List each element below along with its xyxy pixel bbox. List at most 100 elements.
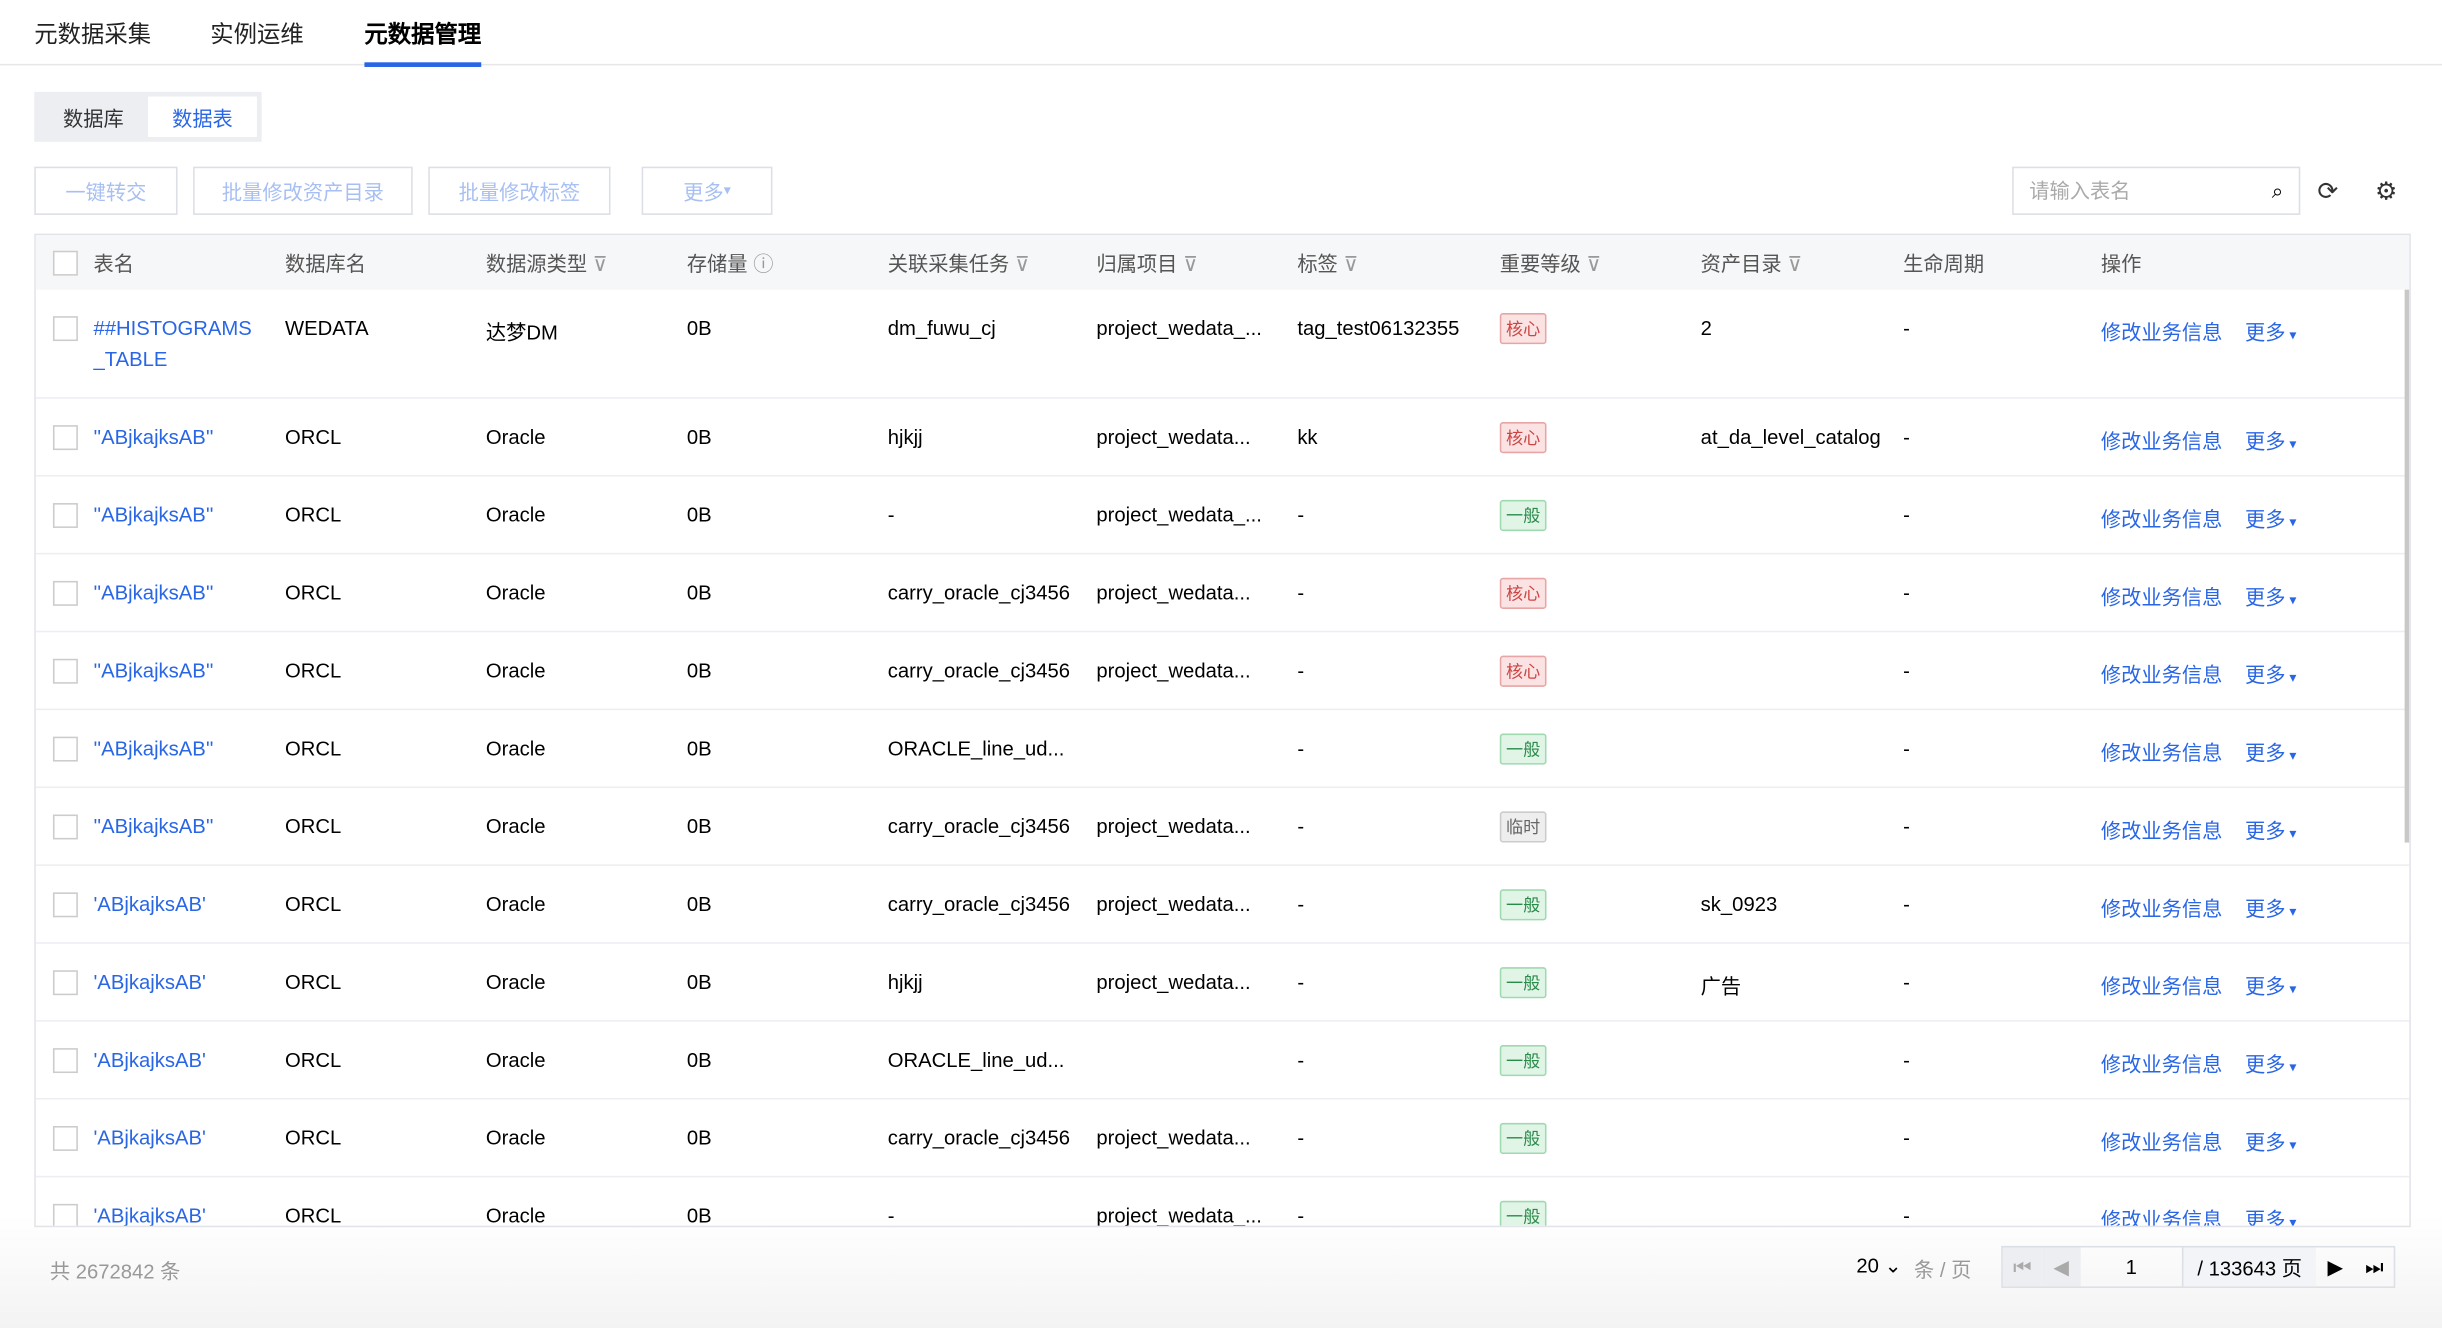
table-name-link[interactable]: ##HISTOGRAMS_TABLE: [93, 316, 252, 371]
table-name-link[interactable]: 'ABjkajksAB': [93, 970, 206, 994]
row-checkbox[interactable]: [52, 970, 78, 996]
row-more-menu[interactable]: 更多: [2245, 1131, 2296, 1154]
settings-icon[interactable]: ⚙: [2375, 179, 2398, 206]
row-more-menu[interactable]: 更多: [2245, 663, 2296, 686]
collection-task: ORACLE_line_ud...: [887, 736, 1065, 761]
column-label: 存储量: [686, 252, 748, 276]
row-more-menu[interactable]: 更多: [2245, 321, 2296, 344]
row-more-menu[interactable]: 更多: [2245, 586, 2296, 609]
refresh-icon[interactable]: ⟳: [2317, 179, 2339, 206]
table-name-link[interactable]: 'ABjkajksAB': [93, 1203, 206, 1228]
row-more-menu[interactable]: 更多: [2245, 819, 2296, 842]
edit-business-info-link[interactable]: 修改业务信息: [2100, 585, 2223, 609]
row-more-menu[interactable]: 更多: [2245, 1209, 2296, 1226]
filter-icon[interactable]: ⊽: [1014, 252, 1030, 276]
edit-business-info-link[interactable]: 修改业务信息: [2100, 507, 2223, 532]
database-name: ORCL: [285, 1203, 342, 1228]
page-size-select[interactable]: 20 ⌄: [1856, 1253, 1902, 1278]
project: project_wedata_...: [1096, 316, 1262, 340]
source-type: Oracle: [485, 892, 546, 916]
source-type: Oracle: [485, 425, 546, 449]
tag: -: [1297, 580, 1305, 605]
top-nav: 元数据采集 实例运维 元数据管理: [0, 0, 2442, 67]
lifecycle: -: [1903, 892, 1910, 916]
column-label: 资产目录: [1700, 252, 1782, 276]
row-checkbox[interactable]: [52, 736, 78, 762]
batch-catalog-button[interactable]: 批量修改资产目录: [193, 166, 413, 215]
filter-icon[interactable]: ⊽: [1183, 252, 1198, 276]
edit-business-info-link[interactable]: 修改业务信息: [2100, 974, 2223, 999]
scrollbar[interactable]: [2404, 289, 2410, 843]
edit-business-info-link[interactable]: 修改业务信息: [2100, 819, 2223, 843]
more-button[interactable]: 更多: [641, 166, 773, 215]
table-name-link[interactable]: 'ABjkajksAB': [93, 892, 206, 916]
row-checkbox[interactable]: [52, 580, 78, 606]
next-page-icon[interactable]: ▶: [2327, 1254, 2344, 1278]
column-header: 归属项目 ⊽: [1096, 248, 1297, 278]
row-checkbox[interactable]: [52, 425, 78, 451]
asset-catalog: 2: [1700, 316, 1712, 340]
edit-business-info-link[interactable]: 修改业务信息: [2100, 429, 2223, 454]
filter-icon[interactable]: ⊽: [1586, 252, 1602, 276]
filter-icon[interactable]: ⊽: [592, 252, 608, 276]
filter-icon[interactable]: ⊽: [1343, 252, 1359, 276]
row-checkbox[interactable]: [52, 1126, 78, 1151]
table-name-link[interactable]: ''ABjkajksAB'': [93, 503, 214, 527]
lifecycle: -: [1903, 970, 1910, 994]
table-name-link[interactable]: ''ABjkajksAB'': [93, 580, 214, 605]
table-name-link[interactable]: ''ABjkajksAB'': [93, 658, 214, 683]
edit-business-info-link[interactable]: 修改业务信息: [2100, 897, 2223, 921]
project: project_wedata...: [1096, 580, 1251, 605]
row-more-menu[interactable]: 更多: [2245, 1053, 2296, 1076]
source-type: Oracle: [485, 658, 546, 683]
row-checkbox[interactable]: [52, 1203, 78, 1226]
row-more-menu[interactable]: 更多: [2245, 430, 2296, 453]
table-header: 表名 数据库名 数据源类型 ⊽ 存储量 ⓘ 关联采集任务 ⊽ 归属项目 ⊽ 标签 ⊽ 重要等级…: [35, 235, 2410, 290]
edit-business-info-link[interactable]: 修改业务信息: [2100, 1208, 2223, 1228]
table-name-link[interactable]: 'ABjkajksAB': [93, 1126, 206, 1150]
first-page-icon[interactable]: ⏮: [2002, 1247, 2042, 1287]
table-name-link[interactable]: ''ABjkajksAB'': [93, 814, 214, 838]
source-type: Oracle: [485, 970, 546, 994]
edit-business-info-link[interactable]: 修改业务信息: [2100, 1052, 2223, 1077]
table-name-link[interactable]: ''ABjkajksAB'': [93, 425, 214, 449]
batch-tag-button[interactable]: 批量修改标签: [428, 166, 611, 215]
prev-page-icon[interactable]: ◀: [2041, 1247, 2081, 1287]
row-checkbox[interactable]: [52, 1048, 78, 1074]
edit-business-info-link[interactable]: 修改业务信息: [2100, 663, 2223, 687]
tab-instance-ops[interactable]: 实例运维: [210, 21, 304, 49]
page-size-value: 20: [1856, 1253, 1879, 1278]
segment-table[interactable]: 数据表: [147, 96, 257, 138]
project: project_wedata...: [1096, 814, 1251, 838]
edit-business-info-link[interactable]: 修改业务信息: [2100, 741, 2223, 765]
search-input[interactable]: [2029, 179, 2232, 203]
row-checkbox[interactable]: [52, 316, 78, 342]
edit-business-info-link[interactable]: 修改业务信息: [2100, 1130, 2223, 1155]
row-checkbox[interactable]: [52, 503, 78, 528]
table-row: ''ABjkajksAB'' ORCL Oracle 0B - project_…: [35, 477, 2410, 555]
edit-business-info-link[interactable]: 修改业务信息: [2100, 320, 2223, 345]
page-input[interactable]: 1: [2125, 1255, 2137, 1279]
row-more-menu[interactable]: 更多: [2245, 508, 2296, 531]
filter-icon[interactable]: ⊽: [1787, 252, 1803, 276]
storage-size: 0B: [686, 814, 712, 838]
lifecycle: -: [1903, 1048, 1910, 1072]
row-checkbox[interactable]: [52, 814, 78, 840]
row-more-menu[interactable]: 更多: [2245, 975, 2296, 998]
search-icon[interactable]: ⌕: [2271, 178, 2284, 202]
row-checkbox[interactable]: [52, 892, 78, 918]
last-page-icon[interactable]: ⏭: [2365, 1254, 2384, 1278]
table-name-link[interactable]: ''ABjkajksAB'': [93, 736, 214, 761]
tag: tag_test06132355: [1297, 316, 1460, 340]
transfer-button[interactable]: 一键转交: [34, 166, 178, 215]
column-header: 重要等级 ⊽: [1500, 248, 1701, 278]
row-checkbox[interactable]: [52, 658, 78, 684]
row-more-menu[interactable]: 更多: [2245, 897, 2296, 920]
segment-database[interactable]: 数据库: [63, 106, 124, 131]
tab-metadata-collection[interactable]: 元数据采集: [34, 21, 152, 49]
table-name-link[interactable]: 'ABjkajksAB': [93, 1048, 206, 1072]
row-more-menu[interactable]: 更多: [2245, 741, 2296, 764]
tab-metadata-management[interactable]: 元数据管理: [364, 17, 482, 67]
select-all-checkbox[interactable]: [52, 249, 78, 275]
lifecycle: -: [1903, 503, 1910, 527]
